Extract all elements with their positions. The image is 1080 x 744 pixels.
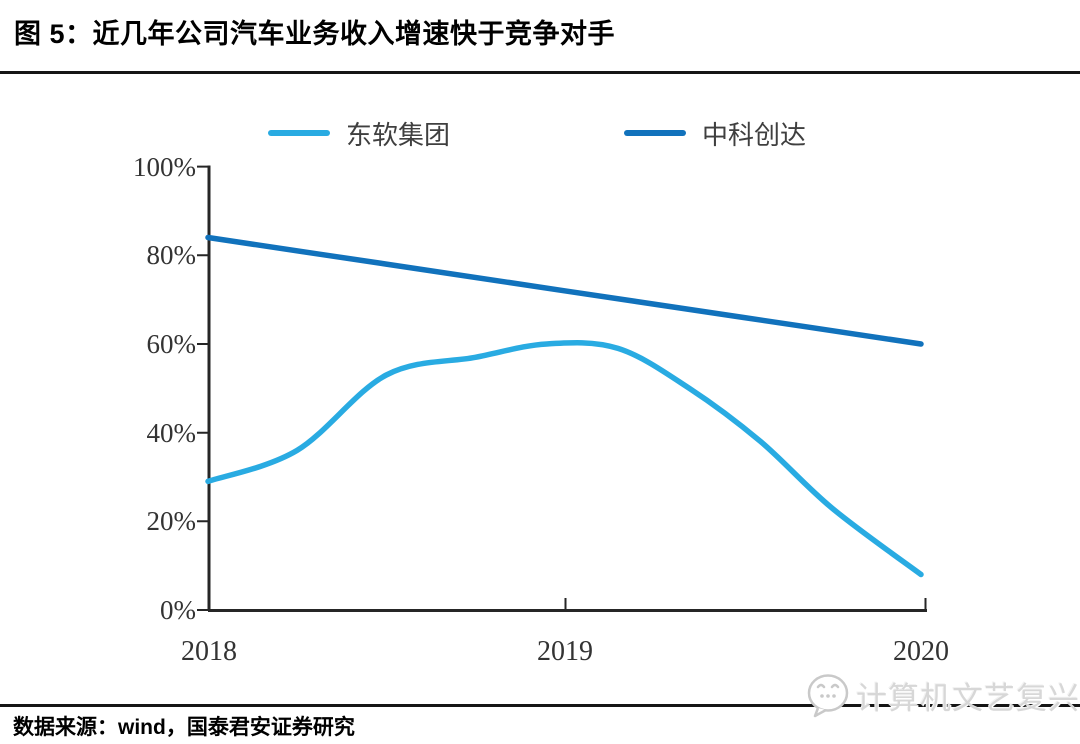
ytick-80: 80% (146, 240, 197, 270)
neusoft-line-swatch (268, 130, 330, 136)
legend-item-neusoft: 东软集团 (268, 118, 450, 150)
data-source-note: 数据来源：wind，国泰君安证券研究 (13, 716, 355, 739)
watermark: 计算机文艺复兴 (806, 672, 1080, 718)
x-axis-ticks (564, 598, 927, 610)
legend-item-thundersoft: 中科创达 (624, 118, 806, 150)
xtick-2018: 2018 (181, 636, 237, 667)
ytick-0: 0% (160, 595, 196, 625)
ytick-40: 40% (146, 418, 197, 448)
legend-label-thundersoft: 中科创达 (702, 119, 807, 150)
neusoft-line (205, 340, 924, 578)
thundersoft-line (205, 234, 924, 347)
xtick-2020: 2020 (893, 636, 949, 667)
legend-label-neusoft: 东软集团 (346, 119, 451, 150)
y-axis-ticks (197, 165, 208, 611)
xtick-2019: 2019 (537, 636, 593, 667)
ytick-100: 100% (133, 152, 196, 182)
footer-divider (0, 704, 1080, 707)
figure-title: 图 5：近几年公司汽车业务收入增速快于竞争对手 (14, 19, 616, 49)
watermark-label: 计算机文艺复兴 (856, 680, 1080, 716)
ytick-60: 60% (146, 329, 197, 359)
wechat-bubble-face-icon (807, 674, 849, 718)
thundersoft-line-swatch (624, 130, 686, 136)
title-divider (0, 71, 1080, 74)
ytick-20: 20% (146, 506, 197, 536)
axis-frame (207, 165, 927, 612)
